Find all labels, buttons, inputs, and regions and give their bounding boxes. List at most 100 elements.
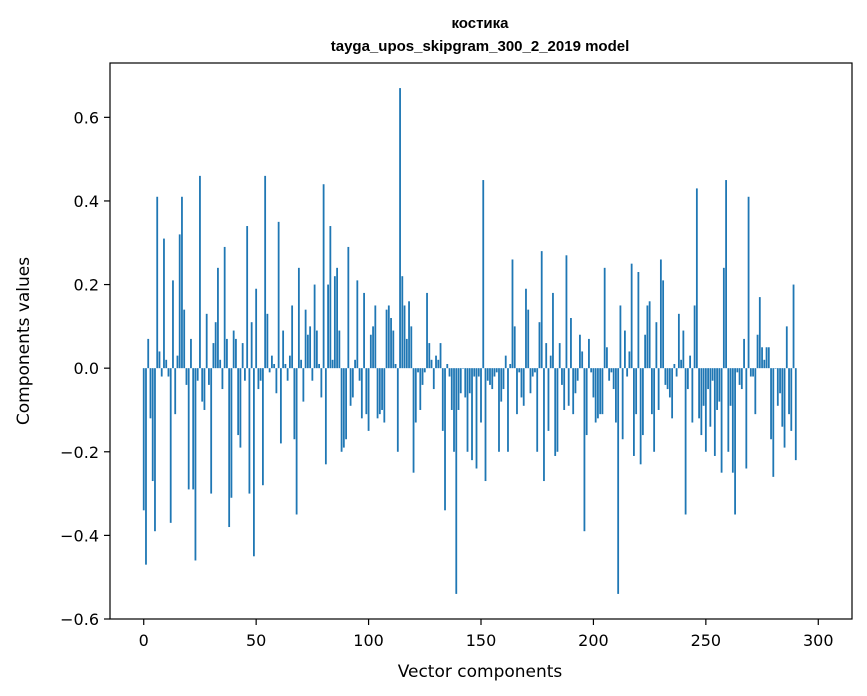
bar	[644, 334, 647, 369]
bar	[547, 368, 550, 431]
bar	[475, 368, 478, 469]
bar	[286, 368, 289, 381]
x-axis-ticks: 0 50 100 150 200 250 300	[139, 619, 834, 650]
bar	[761, 347, 763, 369]
x-tick-label: 100	[353, 631, 384, 650]
bar	[720, 368, 723, 473]
bar	[351, 368, 354, 398]
bar	[579, 334, 581, 369]
bar	[297, 267, 300, 369]
bar	[675, 368, 678, 377]
bar	[727, 368, 730, 452]
bar	[320, 368, 323, 398]
bar	[187, 368, 190, 490]
bar	[468, 368, 471, 394]
bar	[583, 368, 586, 532]
bar	[264, 175, 267, 369]
bar	[223, 246, 226, 369]
bar	[794, 368, 797, 461]
bar	[279, 368, 282, 444]
bar	[158, 351, 161, 369]
bar	[525, 288, 527, 369]
bar	[300, 359, 303, 369]
bar	[412, 368, 415, 473]
bar	[426, 292, 428, 369]
bar	[149, 368, 152, 419]
bar	[410, 326, 413, 369]
bar	[374, 305, 377, 369]
bar	[581, 351, 584, 369]
bar	[597, 368, 599, 419]
bar	[151, 368, 154, 482]
bar	[306, 334, 309, 369]
bar	[662, 280, 665, 369]
bar	[621, 368, 624, 440]
bar	[331, 359, 334, 369]
bar	[435, 355, 437, 369]
bar	[208, 368, 210, 385]
bar	[734, 368, 736, 515]
bar	[612, 368, 615, 390]
bar	[466, 368, 469, 452]
bar	[529, 368, 532, 394]
bar	[689, 355, 692, 369]
bar	[570, 318, 572, 369]
bar	[273, 363, 276, 369]
bar	[776, 368, 779, 406]
bar	[205, 313, 208, 369]
bar	[329, 226, 332, 369]
bar	[455, 368, 458, 594]
bar	[538, 322, 541, 369]
bar	[349, 368, 352, 406]
bar	[601, 368, 604, 415]
bar	[190, 338, 192, 369]
bar	[356, 280, 359, 369]
bar	[606, 347, 608, 369]
bar	[639, 368, 642, 465]
bar	[169, 368, 172, 523]
bar	[262, 368, 264, 486]
bar	[743, 338, 745, 369]
bar	[363, 292, 365, 369]
bar	[574, 368, 577, 394]
bar	[495, 368, 498, 373]
bar	[489, 368, 491, 385]
bar	[230, 368, 233, 498]
y-tick-label: 0.4	[74, 192, 99, 211]
bar	[556, 368, 559, 452]
bar	[428, 343, 431, 369]
bar	[592, 368, 595, 398]
bar	[482, 180, 485, 369]
bar	[765, 347, 768, 369]
bar	[201, 368, 204, 402]
bar	[738, 368, 741, 385]
bar	[477, 368, 480, 377]
bar	[648, 301, 651, 369]
bar	[507, 368, 509, 452]
bar	[174, 368, 177, 415]
bar	[432, 368, 435, 390]
bar	[246, 226, 249, 369]
bar	[635, 368, 638, 415]
bar	[552, 292, 554, 369]
bar	[199, 175, 201, 369]
bar	[702, 368, 705, 406]
bar	[342, 368, 345, 448]
bar	[313, 284, 316, 369]
bar	[232, 330, 235, 369]
bar	[392, 330, 395, 369]
bar	[471, 368, 473, 461]
bar	[527, 309, 530, 369]
bar	[448, 368, 451, 377]
bar	[345, 368, 347, 440]
bar	[758, 297, 761, 369]
bar	[403, 305, 406, 369]
bar	[561, 368, 563, 385]
bar	[731, 368, 734, 473]
bar	[145, 368, 147, 565]
bar	[671, 368, 674, 419]
bar	[333, 276, 336, 369]
bar	[788, 368, 790, 415]
bar	[178, 234, 181, 369]
